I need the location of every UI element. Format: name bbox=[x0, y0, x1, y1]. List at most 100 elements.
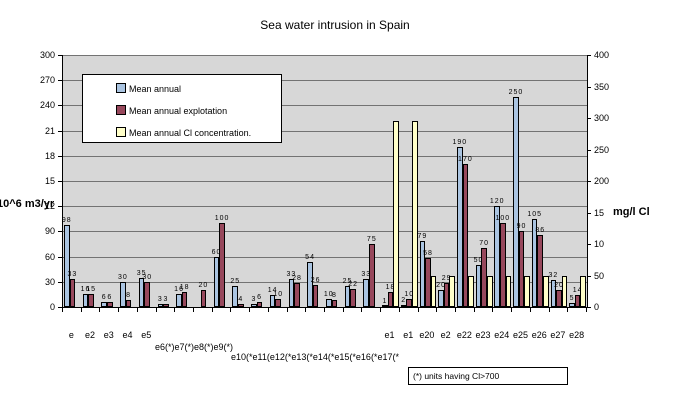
bar-e23-series3 bbox=[486, 275, 493, 307]
bar-e23-series1 bbox=[475, 265, 482, 307]
bar-e16(*)-series2 bbox=[350, 288, 356, 307]
right-axis-tick bbox=[587, 181, 591, 182]
bar-value-label: 58 bbox=[423, 250, 433, 258]
bar-e22-series2 bbox=[462, 164, 469, 307]
left-axis-tick bbox=[58, 80, 62, 82]
x-axis-label: e24 bbox=[494, 330, 510, 340]
bar-value-label: 3 bbox=[163, 296, 169, 304]
bar-value-label: 75 bbox=[366, 236, 377, 243]
right-axis-title: mg/l Cl bbox=[613, 206, 650, 218]
bar-value-label: 120 bbox=[489, 198, 505, 206]
left-axis-tick bbox=[58, 307, 62, 308]
bar-value-label: 6 bbox=[107, 293, 113, 301]
x-axis-label: e25 bbox=[512, 330, 529, 340]
right-axis-tick bbox=[587, 86, 591, 88]
legend-item-mean-annual-explotation: Mean annual explotation bbox=[116, 105, 228, 116]
bar-e12(*)-series2 bbox=[275, 298, 282, 307]
legend-item-mean-annual: Mean annual bbox=[116, 83, 181, 94]
right-axis-tick bbox=[587, 307, 591, 308]
bar-value-label: 10 bbox=[404, 290, 415, 298]
left-axis-tick bbox=[58, 105, 62, 107]
bar-value-label: 100 bbox=[495, 215, 511, 222]
bar-value-label: 10 bbox=[273, 290, 284, 298]
left-axis-tick-label: 270 bbox=[39, 75, 55, 86]
x-axis-tick bbox=[99, 308, 101, 312]
bar-value-label: 25 bbox=[342, 278, 353, 285]
left-axis-tick bbox=[58, 55, 62, 56]
bar-value-label: 16 bbox=[80, 285, 91, 293]
x-axis-label: e22 bbox=[456, 330, 472, 340]
bar-value-label: 15 bbox=[86, 286, 97, 294]
right-axis-tick-label: 400 bbox=[594, 50, 610, 60]
right-axis-tick bbox=[587, 118, 591, 119]
bar-e20-series3 bbox=[430, 275, 437, 307]
gridline bbox=[63, 105, 587, 107]
legend-label: Mean annual explotation bbox=[129, 106, 228, 116]
bar-e26-series1 bbox=[531, 218, 538, 307]
bar-e1-series2 bbox=[406, 298, 413, 307]
bar-value-label: 33 bbox=[67, 271, 78, 279]
bar-e-series1 bbox=[64, 224, 70, 307]
left-axis-tick bbox=[58, 256, 62, 258]
bar-e17(*)-series1 bbox=[363, 279, 370, 307]
bar-e2-series1 bbox=[82, 293, 89, 307]
bar-value-label: 70 bbox=[479, 240, 490, 248]
x-axis-tick bbox=[174, 308, 176, 312]
legend-label: Mean annual Cl concentration. bbox=[129, 128, 252, 138]
x-axis-tick bbox=[548, 308, 550, 312]
bar-e9(*)-series2 bbox=[219, 223, 225, 307]
left-axis-tick bbox=[58, 206, 62, 208]
bar-e3-series1 bbox=[101, 301, 108, 307]
x-axis-tick bbox=[417, 308, 419, 312]
left-axis-tick-label: 15 bbox=[44, 176, 55, 186]
right-axis-tick bbox=[587, 275, 591, 277]
right-axis-tick-label: 10 bbox=[594, 239, 605, 249]
bar-value-label: 16 bbox=[174, 285, 184, 293]
bar-e24-series1 bbox=[494, 206, 501, 307]
bar-e1-series3 bbox=[393, 121, 399, 307]
x-axis-label-row3: e10(*e11(e12(*e13(*e14(*e15(*e16(*e17(* bbox=[231, 352, 399, 362]
x-axis-tick bbox=[118, 308, 120, 312]
bar-e1-series3 bbox=[412, 121, 418, 307]
bar-e20-series1 bbox=[419, 240, 426, 307]
bar-e2-series1 bbox=[438, 290, 444, 307]
footnote-box: (*) units having Cl>700 bbox=[408, 367, 568, 385]
left-axis-tick-label: 240 bbox=[39, 100, 55, 111]
bar-value-label: 26 bbox=[310, 277, 321, 285]
bar-value-label: 105 bbox=[527, 210, 542, 218]
bar-e1-series2 bbox=[387, 291, 394, 307]
bar-e-series2 bbox=[69, 279, 76, 307]
x-axis-label: e2 bbox=[85, 330, 96, 340]
x-axis-label: e2 bbox=[440, 330, 451, 340]
x-axis-tick bbox=[267, 308, 269, 312]
bar-value-label: 86 bbox=[535, 226, 546, 234]
left-axis-tick-label: 90 bbox=[44, 226, 55, 237]
x-axis-tick bbox=[249, 308, 251, 312]
right-axis-tick-label: 50 bbox=[594, 270, 605, 281]
left-axis-title: 10^6 m3/yr bbox=[0, 198, 55, 210]
bar-e25-series3 bbox=[524, 275, 530, 307]
x-axis-tick bbox=[511, 308, 513, 312]
bar-e15(*)-series1 bbox=[326, 298, 332, 307]
chart-title: Sea water intrusion in Spain bbox=[260, 18, 410, 32]
bar-e3-series2 bbox=[107, 301, 113, 307]
bar-e11(*)-series1 bbox=[251, 304, 257, 307]
bar-e8(*)-series2 bbox=[200, 290, 207, 307]
gridline bbox=[63, 80, 587, 82]
left-axis-tick bbox=[58, 231, 62, 233]
x-axis-label: e28 bbox=[569, 330, 585, 340]
bar-e28-series1 bbox=[569, 302, 575, 307]
bar-e5-series1 bbox=[138, 277, 145, 307]
left-axis-tick-label: 12 bbox=[44, 201, 55, 212]
right-axis-tick bbox=[587, 149, 591, 151]
bar-value-label: 20 bbox=[436, 282, 446, 290]
right-axis-tick-label: 250 bbox=[594, 144, 610, 155]
x-axis-tick bbox=[136, 308, 138, 312]
x-axis-tick bbox=[361, 308, 363, 312]
bar-e16(*)-series1 bbox=[344, 286, 351, 307]
bar-value-label: 10 bbox=[323, 290, 334, 298]
x-axis-tick bbox=[567, 308, 569, 312]
bar-value-label: 5 bbox=[569, 294, 575, 302]
bar-value-label: 8 bbox=[126, 292, 131, 300]
